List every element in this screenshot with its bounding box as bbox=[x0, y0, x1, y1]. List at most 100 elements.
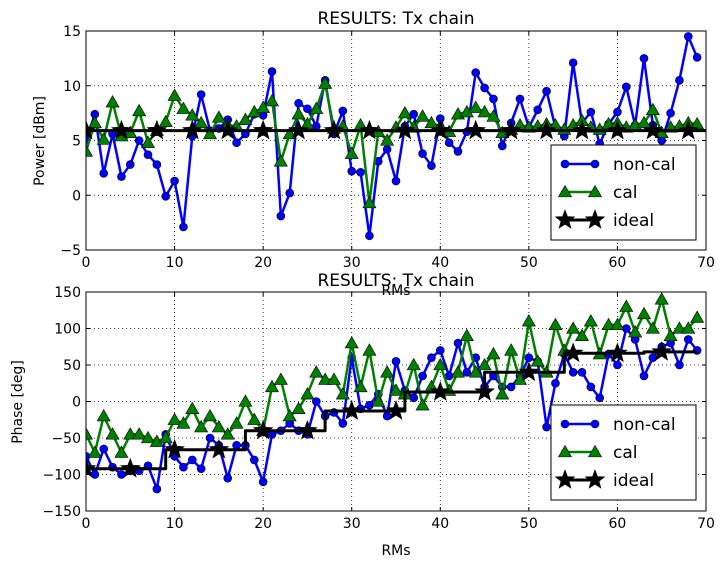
phase-cal-point bbox=[114, 445, 129, 458]
power-non-cal-point bbox=[382, 144, 392, 154]
phase-ideal-point bbox=[297, 419, 318, 440]
phase-non-cal-point bbox=[90, 470, 100, 479]
power-legend-cal-label: cal bbox=[613, 183, 638, 203]
power-non-cal-point bbox=[542, 86, 551, 96]
phase-ideal-point bbox=[429, 381, 451, 401]
power-cal-point bbox=[318, 76, 333, 89]
phase-non-cal-point bbox=[595, 393, 605, 403]
power-non-cal-point bbox=[639, 54, 649, 63]
power-ideal-point bbox=[607, 119, 628, 140]
phase-non-cal-point bbox=[311, 397, 321, 406]
power-cal-point bbox=[202, 126, 218, 140]
power-non-cal-point bbox=[179, 222, 188, 232]
power-non-cal-point bbox=[453, 147, 463, 156]
phase-cal-point bbox=[636, 306, 652, 320]
power-ideal-point bbox=[146, 119, 168, 140]
phase-cal-point bbox=[185, 401, 200, 414]
phase-plot-area bbox=[86, 292, 705, 494]
phase-cal-point bbox=[353, 379, 368, 393]
phase-series-cal bbox=[86, 292, 705, 458]
phase-cal-point bbox=[521, 314, 536, 327]
phase-cal-point bbox=[610, 317, 625, 331]
phase-cal-point bbox=[388, 383, 404, 396]
phase-cal-point bbox=[433, 357, 448, 371]
phase-non-cal-point bbox=[232, 440, 241, 450]
power-non-cal-point bbox=[444, 138, 454, 147]
power-cal-point bbox=[291, 107, 306, 120]
power-non-cal-point bbox=[356, 167, 365, 177]
phase-cal-point bbox=[87, 445, 102, 458]
power-cal-point bbox=[176, 101, 191, 114]
power-ideal-point bbox=[536, 119, 557, 140]
power-non-cal-point bbox=[152, 160, 162, 169]
phase-xtick-label: 70 bbox=[697, 516, 715, 532]
phase-cal-point bbox=[495, 387, 510, 400]
phase-non-cal-point bbox=[648, 353, 658, 363]
power-cal-point bbox=[468, 100, 483, 113]
phase-non-cal-point bbox=[179, 462, 188, 472]
phase-ideal-point bbox=[208, 438, 230, 459]
power-non-cal-point bbox=[427, 161, 436, 170]
phase-cal-point bbox=[158, 430, 173, 444]
power-legend-ideal-label: ideal bbox=[613, 211, 654, 231]
phase-non-cal-point bbox=[117, 470, 126, 479]
power-cal-point bbox=[300, 116, 315, 130]
power-non-cal-point bbox=[391, 176, 401, 186]
power-xtick-label: 40 bbox=[431, 255, 449, 271]
phase-non-cal-point bbox=[506, 382, 516, 392]
phase-non-cal-point bbox=[435, 346, 445, 355]
phase-cal-point bbox=[486, 346, 501, 360]
power-xtick-label: 70 bbox=[697, 255, 715, 271]
power-non-cal-point bbox=[294, 98, 303, 108]
phase-cal-point bbox=[282, 408, 297, 422]
phase-xtick-label: 20 bbox=[254, 516, 272, 532]
phase-non-cal-point bbox=[613, 360, 622, 370]
phase-legend-ideal-label: ideal bbox=[613, 471, 654, 491]
power-cal-point bbox=[256, 100, 271, 113]
phase-ideal-point bbox=[562, 342, 584, 363]
power-ideal-point bbox=[217, 119, 239, 140]
power-plot-area bbox=[86, 32, 706, 241]
phase-cal-point bbox=[690, 310, 705, 323]
power-ideal-point bbox=[111, 119, 132, 140]
phase-cal-point bbox=[264, 379, 280, 393]
power-ideal-point bbox=[288, 119, 309, 140]
power-xtick-label: 30 bbox=[343, 255, 361, 271]
power-non-cal-point bbox=[533, 105, 543, 115]
phase-cal-point bbox=[86, 427, 94, 440]
phase-cal-point bbox=[619, 299, 634, 312]
phase-cal-point bbox=[477, 357, 492, 371]
power-legend-non-cal-label: non-cal bbox=[613, 155, 676, 175]
power-non-cal-point bbox=[480, 83, 489, 93]
phase-ideal-point bbox=[252, 419, 274, 440]
phase-ytick-label: −50 bbox=[51, 431, 81, 447]
phase-cal-point bbox=[504, 343, 519, 356]
phase-cal-point bbox=[530, 354, 545, 367]
power-non-cal-point bbox=[489, 94, 498, 104]
phase-non-cal-line bbox=[86, 327, 699, 491]
power-cal-point bbox=[211, 110, 226, 123]
phase-cal-point bbox=[167, 412, 182, 425]
power-ytick-label: 0 bbox=[72, 188, 81, 204]
power-non-cal-point bbox=[621, 82, 631, 92]
phase-non-cal-point bbox=[586, 382, 596, 392]
phase-cal-point bbox=[663, 328, 678, 341]
phase-legend-non-cal-marker bbox=[560, 419, 570, 429]
phase-cal-point bbox=[220, 427, 235, 440]
power-cal-point bbox=[273, 154, 288, 167]
phase-cal-point bbox=[140, 430, 156, 444]
phase-cal-point bbox=[415, 398, 430, 411]
phase-cal-point bbox=[96, 408, 111, 422]
power-series-ideal bbox=[86, 119, 706, 140]
phase-cal-point bbox=[300, 387, 315, 400]
power-cal-point bbox=[309, 101, 324, 114]
power-non-cal-point bbox=[666, 108, 675, 118]
power-cal-point bbox=[397, 106, 412, 119]
power-non-cal-point bbox=[365, 231, 374, 241]
power-ytick-label: 5 bbox=[72, 134, 81, 150]
phase-non-cal-point bbox=[249, 455, 259, 465]
power-axes-frame bbox=[85, 30, 707, 251]
power-cal-point bbox=[132, 103, 147, 117]
phase-non-cal-point bbox=[683, 335, 693, 344]
